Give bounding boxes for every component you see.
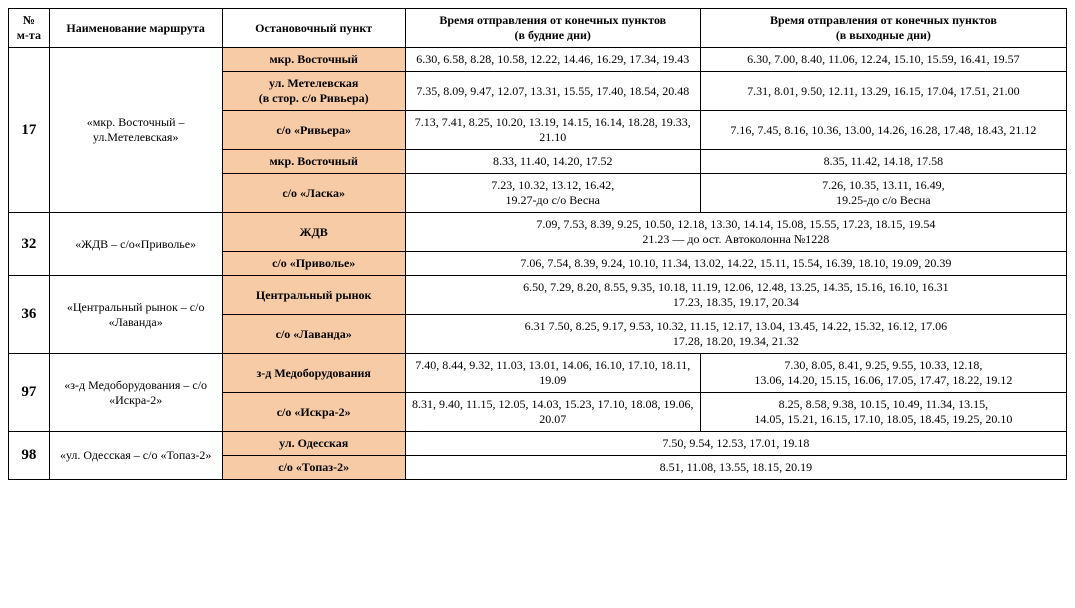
stop-name: с/о «Ласка» <box>222 174 405 213</box>
times-merged: 7.09, 7.53, 8.39, 9.25, 10.50, 12.18, 13… <box>405 213 1066 252</box>
bus-schedule-table: №м-та Наименование маршрута Остановочный… <box>8 8 1067 480</box>
header-weekday-times: Время отправления от конечных пунктов(в … <box>405 9 700 48</box>
times-merged: 6.50, 7.29, 8.20, 8.55, 9.35, 10.18, 11.… <box>405 276 1066 315</box>
times-merged: 7.06, 7.54, 8.39, 9.24, 10.10, 11.34, 13… <box>405 252 1066 276</box>
stop-name: з-д Медоборудования <box>222 354 405 393</box>
times-weekday: 7.13, 7.41, 8.25, 10.20, 13.19, 14.15, 1… <box>405 111 700 150</box>
table-row: 17«мкр. Восточный – ул.Метелевская»мкр. … <box>9 48 1067 72</box>
stop-name: с/о «Лаванда» <box>222 315 405 354</box>
times-weekday: 6.30, 6.58, 8.28, 10.58, 12.22, 14.46, 1… <box>405 48 700 72</box>
table-row: 97«з-д Медоборудования – с/о «Искра-2»з-… <box>9 354 1067 393</box>
table-row: 98«ул. Одесская – с/о «Топаз-2»ул. Одесс… <box>9 432 1067 456</box>
route-number: 36 <box>9 276 50 354</box>
route-number: 97 <box>9 354 50 432</box>
stop-name: Центральный рынок <box>222 276 405 315</box>
route-number: 98 <box>9 432 50 480</box>
route-name: «ул. Одесская – с/о «Топаз-2» <box>49 432 222 480</box>
times-weekday: 7.35, 8.09, 9.47, 12.07, 13.31, 15.55, 1… <box>405 72 700 111</box>
header-row: №м-та Наименование маршрута Остановочный… <box>9 9 1067 48</box>
times-weekend: 7.16, 7.45, 8.16, 10.36, 13.00, 14.26, 1… <box>700 111 1066 150</box>
header-weekend-times: Время отправления от конечных пунктов(в … <box>700 9 1066 48</box>
route-number: 17 <box>9 48 50 213</box>
stop-name: с/о «Приволье» <box>222 252 405 276</box>
times-weekend: 6.30, 7.00, 8.40, 11.06, 12.24, 15.10, 1… <box>700 48 1066 72</box>
stop-name: мкр. Восточный <box>222 150 405 174</box>
route-name: «мкр. Восточный – ул.Метелевская» <box>49 48 222 213</box>
table-row: 32«ЖДВ – с/о«Приволье»ЖДВ7.09, 7.53, 8.3… <box>9 213 1067 252</box>
route-number: 32 <box>9 213 50 276</box>
stop-name: с/о «Ривьера» <box>222 111 405 150</box>
route-name: «з-д Медоборудования – с/о «Искра-2» <box>49 354 222 432</box>
header-route-number: №м-та <box>9 9 50 48</box>
route-name: «ЖДВ – с/о«Приволье» <box>49 213 222 276</box>
header-stop: Остановочный пункт <box>222 9 405 48</box>
stop-name: с/о «Топаз-2» <box>222 456 405 480</box>
table-row: 36«Центральный рынок – с/о «Лаванда»Цент… <box>9 276 1067 315</box>
times-weekend: 7.31, 8.01, 9.50, 12.11, 13.29, 16.15, 1… <box>700 72 1066 111</box>
times-merged: 6.31 7.50, 8.25, 9.17, 9.53, 10.32, 11.1… <box>405 315 1066 354</box>
stop-name: с/о «Искра-2» <box>222 393 405 432</box>
stop-name: мкр. Восточный <box>222 48 405 72</box>
times-weekend: 8.35, 11.42, 14.18, 17.58 <box>700 150 1066 174</box>
stop-name: ЖДВ <box>222 213 405 252</box>
times-weekday: 8.31, 9.40, 11.15, 12.05, 14.03, 15.23, … <box>405 393 700 432</box>
times-weekend: 7.30, 8.05, 8.41, 9.25, 9.55, 10.33, 12.… <box>700 354 1066 393</box>
times-weekend: 8.25, 8.58, 9.38, 10.15, 10.49, 11.34, 1… <box>700 393 1066 432</box>
times-merged: 8.51, 11.08, 13.55, 18.15, 20.19 <box>405 456 1066 480</box>
times-weekend: 7.26, 10.35, 13.11, 16.49,19.25-до с/о В… <box>700 174 1066 213</box>
times-merged: 7.50, 9.54, 12.53, 17.01, 19.18 <box>405 432 1066 456</box>
stop-name: ул. Метелевская(в стор. с/о Ривьера) <box>222 72 405 111</box>
route-name: «Центральный рынок – с/о «Лаванда» <box>49 276 222 354</box>
stop-name: ул. Одесская <box>222 432 405 456</box>
times-weekday: 8.33, 11.40, 14.20, 17.52 <box>405 150 700 174</box>
header-route-name: Наименование маршрута <box>49 9 222 48</box>
times-weekday: 7.40, 8.44, 9.32, 11.03, 13.01, 14.06, 1… <box>405 354 700 393</box>
times-weekday: 7.23, 10.32, 13.12, 16.42,19.27-до с/о В… <box>405 174 700 213</box>
